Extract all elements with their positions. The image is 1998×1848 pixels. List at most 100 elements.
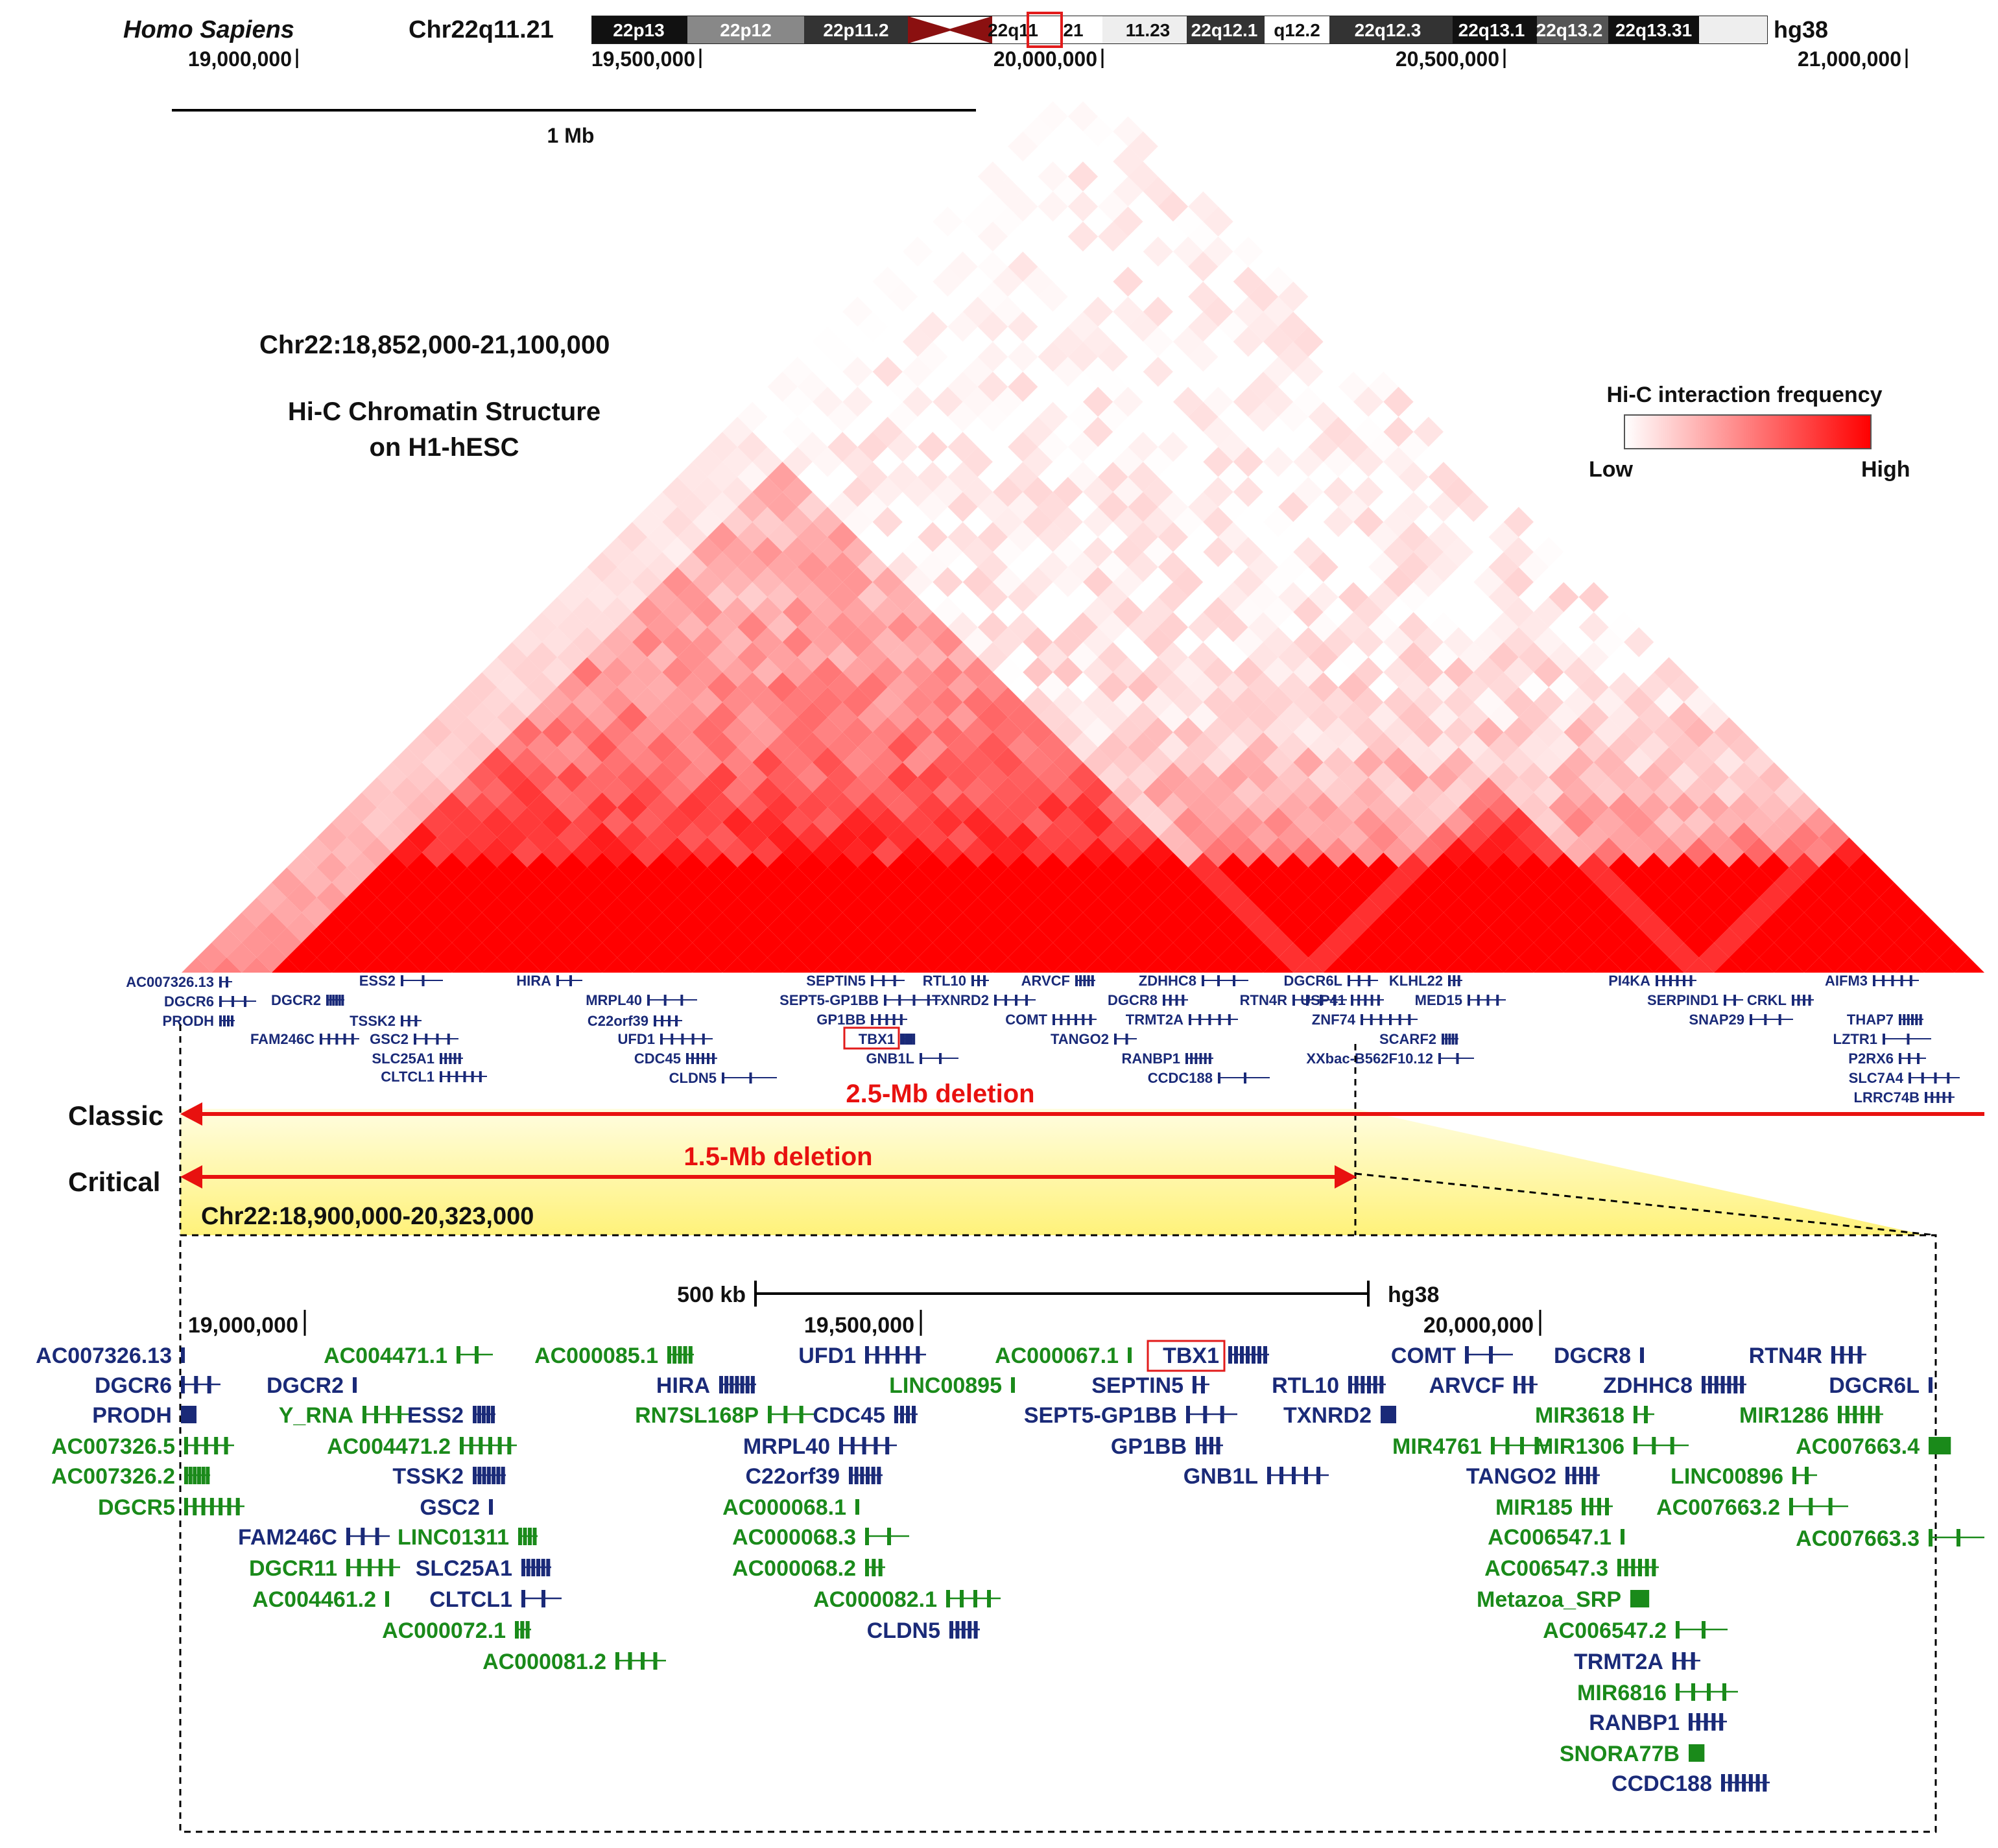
hic-cell — [512, 657, 542, 687]
hic-cell — [1488, 672, 1519, 702]
hic-cell — [1413, 837, 1444, 868]
hic-cell — [977, 492, 1008, 522]
gene-exon — [910, 1034, 913, 1045]
hic-cell — [1038, 522, 1068, 552]
hic-cell — [1263, 837, 1294, 868]
hic-cell — [1263, 927, 1294, 958]
hic-cell — [497, 912, 527, 943]
hic-cell — [1173, 386, 1204, 417]
hic-cell — [1789, 912, 1820, 943]
hic-cell — [632, 567, 663, 597]
hic-cell — [422, 717, 452, 748]
hic-cell — [1098, 372, 1128, 402]
zoom-gene-exon — [375, 1528, 379, 1545]
hic-cell — [1158, 672, 1189, 702]
tbx1-highlight-box — [843, 1026, 900, 1050]
hic-cell — [962, 416, 993, 447]
hic-cell — [1278, 852, 1309, 883]
zoom-gene-exon — [531, 1559, 536, 1576]
hic-cell — [587, 642, 617, 672]
hic-cell — [903, 296, 933, 327]
hic-cell — [1789, 852, 1820, 883]
hic-cell — [527, 942, 558, 973]
ideogram-band-label: 21 — [1063, 20, 1083, 40]
hic-cell — [1038, 942, 1068, 973]
hic-cell — [1203, 537, 1233, 567]
zoom-gene-exon — [521, 1559, 525, 1576]
hic-cell — [1383, 777, 1414, 808]
hic-cell — [1503, 897, 1534, 928]
hic-cell — [407, 912, 437, 943]
hic-cell — [632, 897, 663, 928]
hic-cell — [1248, 942, 1279, 973]
hic-cell — [857, 822, 888, 853]
hic-cell — [1353, 357, 1384, 387]
hic-cell — [1038, 432, 1068, 462]
zoom-gene-exon — [368, 1559, 372, 1576]
hic-cell — [827, 732, 858, 763]
gene-exon — [335, 995, 338, 1006]
hic-cell — [346, 822, 377, 853]
hic-cell — [752, 537, 783, 567]
zoom-gene-exon — [1672, 1652, 1676, 1670]
zoom-gene-exon — [546, 1559, 551, 1576]
hic-cell — [1218, 822, 1248, 853]
hic-cell — [707, 552, 738, 582]
gene-label-txnrd2: TXNRD2 — [932, 992, 989, 1008]
hic-cell — [1714, 867, 1744, 898]
zoom-gene-label-ac000082.1: AC000082.1 — [813, 1587, 937, 1612]
gene-exon — [1911, 1014, 1914, 1025]
hic-cell — [542, 807, 573, 838]
hic-cell — [1518, 522, 1549, 552]
ideogram-band — [992, 16, 1044, 43]
hic-cell — [1188, 522, 1219, 552]
hic-cell — [1098, 401, 1128, 432]
hic-cell — [1173, 627, 1204, 657]
hic-cell — [1593, 627, 1624, 657]
hic-cell — [827, 822, 858, 853]
gene-label-septin5: SEPTIN5 — [806, 973, 866, 989]
hic-cell — [1008, 432, 1038, 462]
hic-cell — [1083, 206, 1113, 237]
hic-cell — [377, 792, 407, 823]
hic-cell — [1188, 702, 1219, 733]
hic-cell — [1624, 927, 1654, 958]
hic-cell — [557, 912, 588, 943]
hic-cell — [1203, 447, 1233, 477]
hic-cell — [813, 386, 843, 417]
hic-cell — [993, 897, 1023, 928]
zoom-gene-exon — [496, 1467, 501, 1484]
hic-cell — [827, 883, 858, 913]
hic-cell — [1564, 627, 1594, 657]
gene-exon — [681, 1034, 684, 1045]
gene-exon — [912, 1034, 916, 1045]
gene-label-thap7: THAP7 — [1847, 1012, 1894, 1028]
hic-cell — [1353, 837, 1384, 868]
hic-cell — [527, 672, 558, 702]
hic-cell — [1233, 386, 1263, 417]
hic-cell — [782, 597, 813, 628]
hic-cell — [542, 867, 573, 898]
zoom-gene-exon — [1367, 1376, 1371, 1393]
hic-cell — [1038, 642, 1068, 672]
hic-cell — [572, 897, 602, 928]
hic-cell — [1083, 267, 1113, 297]
hic-cell — [392, 927, 422, 958]
zoom-gene-exon — [1693, 1744, 1698, 1762]
hic-cell — [452, 927, 482, 958]
hic-cell — [1338, 702, 1369, 733]
gene-exon — [1942, 1092, 1945, 1103]
hic-cell — [1458, 792, 1489, 823]
hic-cell — [722, 537, 753, 567]
gene-label-tango2: TANGO2 — [1051, 1031, 1109, 1047]
hic-cell — [1158, 252, 1189, 282]
hic-cell — [1323, 687, 1353, 718]
hic-cell — [1188, 642, 1219, 672]
hic-cell — [1098, 522, 1128, 552]
hic-cell — [1203, 657, 1233, 687]
hic-cell — [677, 792, 708, 823]
hic-cell — [872, 867, 903, 898]
hic-cell — [647, 552, 678, 582]
zoom-gene-exon — [1700, 1744, 1705, 1762]
chromosome-ideogram: 22p13 22p12 22p11.2 22q11 21 11.23 22q12.1 q12.… — [591, 12, 1768, 48]
